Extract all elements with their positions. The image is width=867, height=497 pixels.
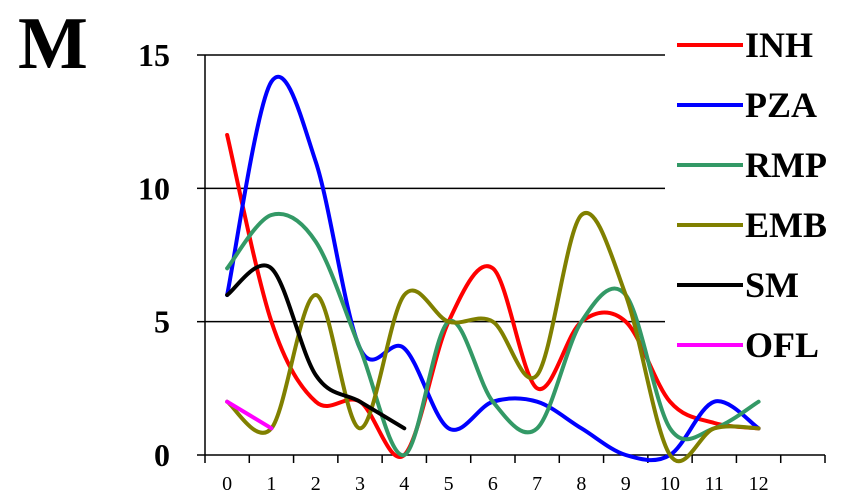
- series-line-ofl: [225, 399, 274, 431]
- y-tick-label: 15: [138, 37, 170, 73]
- legend-label: PZA: [745, 85, 817, 125]
- x-tick-label: 0: [222, 473, 232, 495]
- x-axis-ticks: 0 1 2 3 4 5 6 7 8 9 10 11 12: [204, 455, 826, 495]
- gridlines: [205, 54, 665, 323]
- series-line-rmp: [225, 211, 761, 457]
- y-tick-label: 0: [154, 437, 170, 473]
- series-lines: [225, 74, 761, 464]
- legend-item-rmp: RMP: [677, 145, 827, 185]
- y-tick-label: 5: [154, 304, 170, 340]
- legend-item-inh: INH: [677, 25, 813, 65]
- axes: [204, 55, 825, 456]
- legend-label: INH: [745, 25, 813, 65]
- series-line-sm: [225, 263, 407, 431]
- x-tick-label: 6: [488, 473, 498, 495]
- x-tick-label: 9: [621, 473, 631, 495]
- panel-label: M: [18, 3, 88, 85]
- legend-item-ofl: OFL: [677, 325, 819, 365]
- x-tick-label: 1: [266, 473, 276, 495]
- y-tick-label: 10: [138, 170, 170, 206]
- x-tick-label: 10: [660, 473, 680, 495]
- x-tick-label: 5: [444, 473, 454, 495]
- series-line-inh: [225, 133, 761, 459]
- x-tick-label: 2: [311, 473, 321, 495]
- series-line-emb: [225, 210, 761, 464]
- x-tick-label: 3: [355, 473, 365, 495]
- y-axis-ticks: 0 5 10 15: [138, 37, 205, 473]
- legend-item-sm: SM: [677, 265, 799, 305]
- legend-label: OFL: [745, 325, 819, 365]
- x-tick-label: 7: [532, 473, 542, 495]
- legend-item-pza: PZA: [677, 85, 817, 125]
- x-tick-label: 4: [399, 473, 409, 495]
- x-tick-label: 8: [576, 473, 586, 495]
- legend-item-emb: EMB: [677, 205, 827, 245]
- x-tick-label: 11: [705, 473, 724, 495]
- x-tick-label: 12: [749, 473, 769, 495]
- legend-label: SM: [745, 265, 799, 305]
- legend-label: EMB: [745, 205, 827, 245]
- legend-label: RMP: [745, 145, 827, 185]
- legend: INH PZA RMP EMB SM OFL: [677, 25, 827, 365]
